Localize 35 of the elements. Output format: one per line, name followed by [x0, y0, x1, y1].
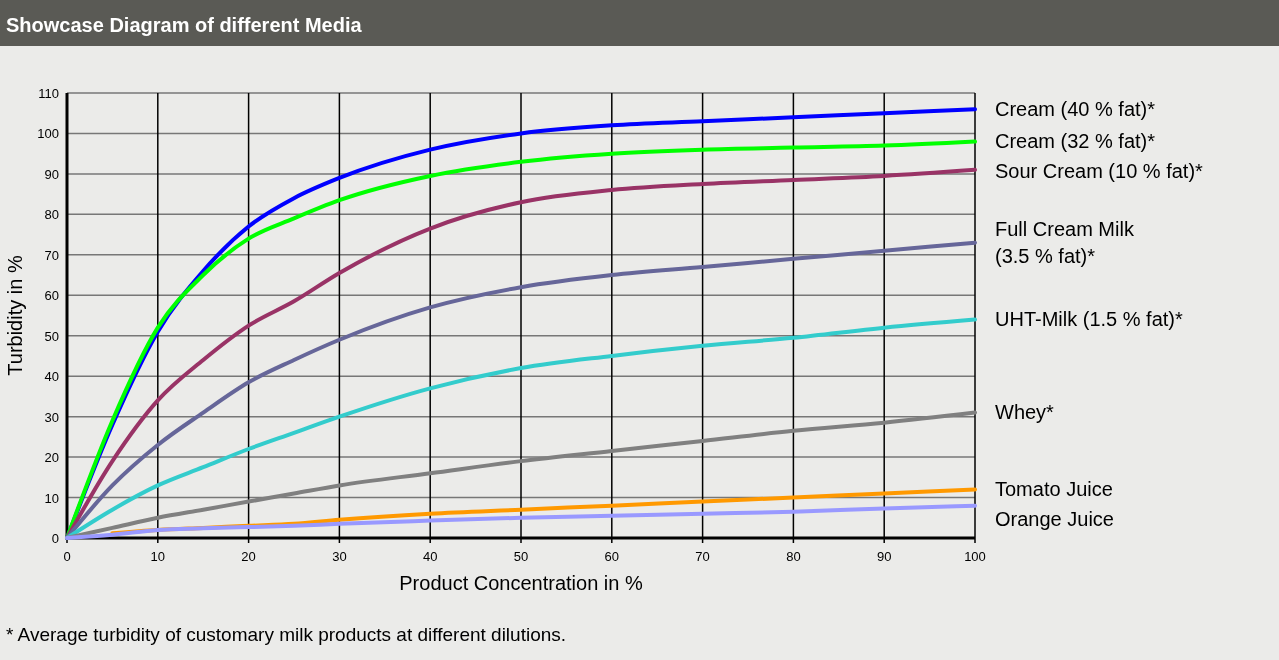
x-tick-label: 30: [332, 549, 347, 564]
y-tick-label: 30: [44, 409, 59, 425]
y-tick-label: 80: [44, 207, 59, 223]
y-tick-label: 10: [44, 490, 59, 506]
x-tick-label: 10: [150, 549, 166, 564]
x-tick-label: 70: [695, 549, 710, 564]
series-label: Cream (40 % fat)*: [995, 97, 1156, 120]
series-label: Whey*: [995, 401, 1055, 424]
series-label: Orange Juice: [995, 507, 1114, 530]
x-tick-label: 60: [604, 549, 620, 564]
chart-title: Showcase Diagram of different Media: [6, 14, 363, 36]
x-tick-label: 50: [513, 549, 529, 564]
y-tick-label: 60: [44, 288, 59, 304]
y-tick-label: 20: [44, 450, 59, 466]
y-tick-label: 90: [44, 166, 59, 182]
x-tick-label: 40: [422, 549, 438, 564]
y-tick-label: 50: [44, 328, 59, 344]
series-label: Tomato Juice: [995, 477, 1113, 500]
series-label: Full Cream Milk (3.5 % fat)*: [995, 217, 1135, 267]
series-label: Sour Cream (10 % fat)*: [995, 160, 1204, 183]
x-tick-label: 20: [241, 549, 256, 564]
x-tick-label: 100: [964, 549, 986, 564]
y-tick-label: 100: [37, 126, 59, 142]
series-label: UHT-Milk (1.5 % fat)*: [995, 308, 1184, 331]
y-tick-label: 0: [51, 531, 59, 546]
x-tick-label: 0: [63, 549, 71, 564]
y-tick-label: 70: [44, 247, 59, 263]
text: * Average turbidity of customary milk products at different dilutions.: [6, 624, 567, 645]
y-tick-label: 40: [44, 369, 59, 385]
x-tick-label: 80: [786, 549, 801, 564]
x-tick-label: 90: [876, 549, 892, 564]
y-tick-label: 110: [38, 86, 59, 101]
y-axis-title: Turbidity in %: [4, 255, 26, 376]
series-label: Cream (32 % fat)*: [995, 130, 1156, 153]
x-axis-title: Product Concentration in %: [399, 572, 643, 594]
